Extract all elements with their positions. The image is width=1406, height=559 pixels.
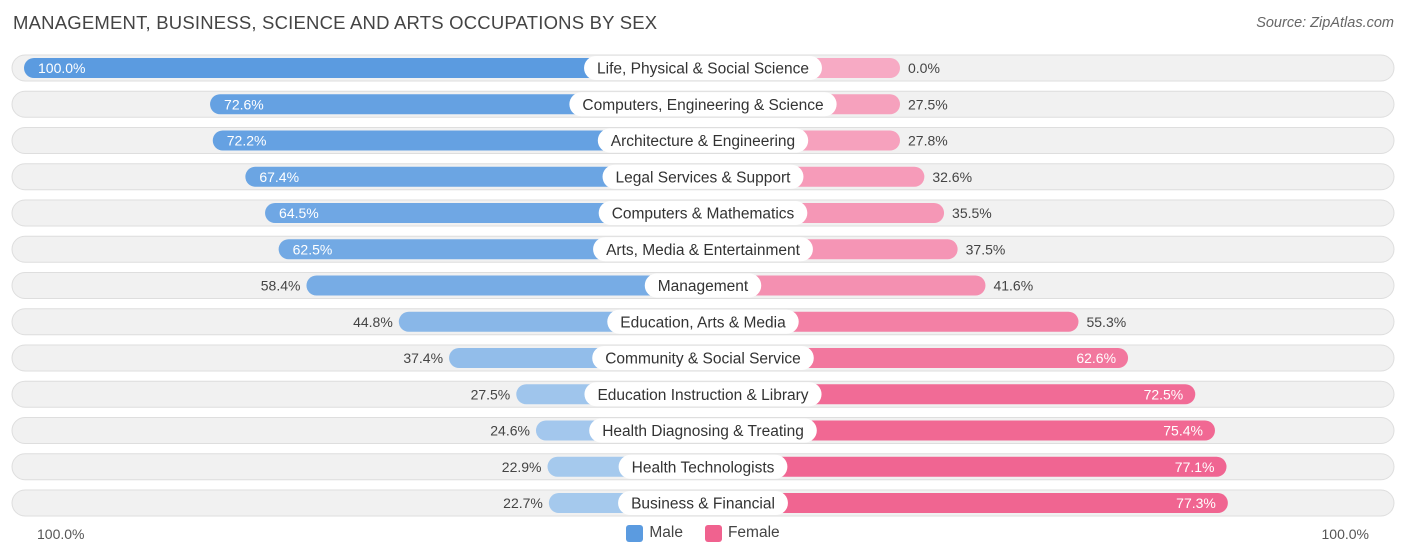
value-label-female-health-technologists: 77.1% <box>1175 459 1215 475</box>
bar-male-computers-mathematics <box>265 203 703 223</box>
value-label-female-legal-services-support: 32.6% <box>932 169 972 185</box>
category-label-community-social-service: Community & Social Service <box>605 351 801 368</box>
category-pill-community-social-service <box>592 346 814 370</box>
category-label-education-instruction-library: Education Instruction & Library <box>597 387 808 404</box>
category-pill-architecture-engineering <box>597 128 809 153</box>
category-label-computers-mathematics: Computers & Mathematics <box>612 206 795 223</box>
category-label-life-physical-social-science: Life, Physical & Social Science <box>597 61 809 78</box>
bar-female-management <box>703 275 986 296</box>
bar-male-legal-services-support <box>245 166 703 187</box>
category-pill-computers-mathematics <box>598 201 808 225</box>
value-label-male-education-arts-media: 44.8% <box>353 314 393 330</box>
value-label-female-education-instruction-library: 72.5% <box>1144 386 1184 402</box>
value-label-female-arts-media-entertainment: 37.5% <box>966 241 1006 257</box>
category-label-business-financial: Business & Financial <box>631 496 775 513</box>
value-label-female-health-diagnosing-treating: 75.4% <box>1163 423 1203 439</box>
category-pill-management <box>644 273 762 298</box>
value-label-male-arts-media-entertainment: 62.5% <box>293 241 333 257</box>
category-pill-computers-engineering-science <box>569 92 837 117</box>
legend-label-female: Female <box>727 524 780 541</box>
value-label-male-health-technologists: 22.9% <box>502 459 542 475</box>
bar-female-education-instruction-library <box>703 384 1196 405</box>
value-label-male-computers-engineering-science: 72.6% <box>224 96 264 112</box>
value-label-male-business-financial: 22.7% <box>503 495 543 511</box>
legend-swatch-female <box>704 524 722 542</box>
value-label-female-computers-engineering-science: 27.5% <box>908 96 948 112</box>
value-label-female-community-social-service: 62.6% <box>1076 350 1116 366</box>
bar-female-health-technologists <box>703 456 1227 477</box>
value-label-female-education-arts-media: 55.3% <box>1086 314 1126 330</box>
value-label-female-architecture-engineering: 27.8% <box>908 133 948 149</box>
value-label-male-community-social-service: 37.4% <box>403 350 443 366</box>
legend-label-male: Male <box>649 524 683 541</box>
category-pill-health-technologists <box>618 454 788 479</box>
category-pill-education-instruction-library <box>584 382 822 407</box>
value-label-male-health-diagnosing-treating: 24.6% <box>490 423 530 439</box>
bar-male-management <box>306 275 703 296</box>
category-pill-arts-media-entertainment <box>593 237 813 262</box>
category-label-legal-services-support: Legal Services & Support <box>616 169 792 186</box>
category-label-management: Management <box>658 278 749 295</box>
value-label-female-management: 41.6% <box>993 278 1033 294</box>
value-label-male-education-instruction-library: 27.5% <box>471 386 511 402</box>
bar-female-health-diagnosing-treating <box>703 420 1215 441</box>
category-pill-education-arts-media <box>607 309 799 334</box>
category-pill-life-physical-social-science <box>584 56 822 80</box>
bar-female-business-financial <box>703 493 1228 513</box>
chart-title: MANAGEMENT, BUSINESS, SCIENCE AND ARTS O… <box>13 12 658 33</box>
value-label-male-legal-services-support: 67.4% <box>259 169 299 185</box>
category-label-architecture-engineering: Architecture & Engineering <box>611 133 795 150</box>
axis-left-label: 100.0% <box>37 526 85 542</box>
value-label-male-architecture-engineering: 72.2% <box>227 133 267 149</box>
value-label-male-management: 58.4% <box>261 278 301 294</box>
category-pill-health-diagnosing-treating <box>589 418 817 443</box>
value-label-female-business-financial: 77.3% <box>1176 495 1216 511</box>
value-label-female-computers-mathematics: 35.5% <box>952 205 992 221</box>
category-label-computers-engineering-science: Computers, Engineering & Science <box>582 97 823 114</box>
bar-male-architecture-engineering <box>212 130 703 151</box>
category-label-education-arts-media: Education, Arts & Media <box>620 314 786 331</box>
legend-item-male[interactable]: Male <box>626 524 683 542</box>
value-label-female-life-physical-social-science: 0.0% <box>908 60 940 76</box>
category-label-health-diagnosing-treating: Health Diagnosing & Treating <box>602 423 804 440</box>
category-pill-business-financial <box>618 491 788 515</box>
legend-item-female[interactable]: Female <box>704 524 780 542</box>
category-pill-legal-services-support <box>602 164 804 189</box>
legend-swatch-male <box>626 524 644 542</box>
value-label-male-life-physical-social-science: 100.0% <box>38 60 85 76</box>
axis-right-label: 100.0% <box>1321 526 1369 542</box>
source-label: Source: ZipAtlas.com <box>1256 15 1394 31</box>
category-label-health-technologists: Health Technologists <box>632 459 775 476</box>
value-label-male-computers-mathematics: 64.5% <box>279 205 319 221</box>
bar-male-life-physical-social-science <box>24 58 703 78</box>
category-label-arts-media-entertainment: Arts, Media & Entertainment <box>606 242 801 259</box>
legend: Male Female <box>0 524 1406 542</box>
